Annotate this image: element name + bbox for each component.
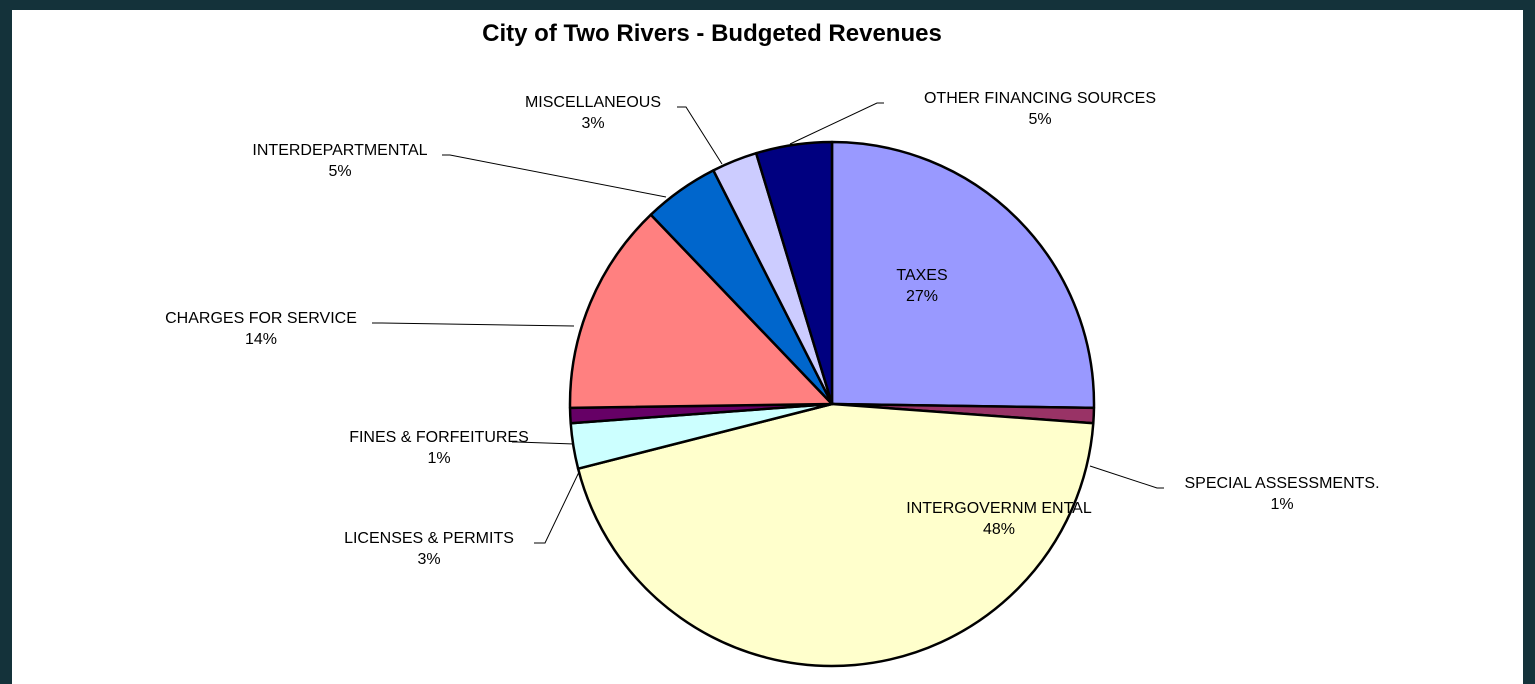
slice-percent-licenses-permits: 3% — [417, 551, 440, 568]
leader-line-charges-for-service — [372, 322, 575, 327]
slice-percent-fines-forfeitures: 1% — [427, 450, 450, 467]
slice-label-licenses-permits: LICENSES & PERMITS — [344, 530, 514, 547]
slice-percent-intergovernm-ental: 48% — [983, 521, 1015, 538]
leader-line-fines-forfeitures — [512, 441, 575, 445]
slice-percent-other-financing-sources: 5% — [1028, 111, 1051, 128]
slice-label-special-assessments: SPECIAL ASSESSMENTS. — [1184, 475, 1379, 492]
slice-percent-miscellaneous: 3% — [581, 115, 604, 132]
slice-percent-interdepartmental: 5% — [328, 163, 351, 180]
pie-slice-other-financing-sources — [754, 140, 834, 406]
pie-chart: TAXES 27% SPECIAL ASSESSMENTS. 1% INTERGOVER… — [165, 90, 1380, 668]
slice-percent-charges-for-service: 14% — [245, 331, 277, 348]
slice-label-interdepartmental: INTERDEPARTMENTAL — [252, 142, 427, 159]
leader-line-miscellaneous — [677, 106, 723, 165]
slice-percent-taxes: 27% — [906, 288, 938, 305]
pie-slice-taxes — [830, 140, 1096, 410]
chart-title: City of Two Rivers - Budgeted Revenues — [482, 20, 942, 47]
slice-percent-special-assessments: 1% — [1270, 496, 1293, 513]
slice-label-intergovernm-ental: INTERGOVERNM ENTAL — [906, 500, 1092, 517]
leader-line-other-financing-sources — [789, 102, 884, 145]
leader-line-interdepartmental — [442, 154, 667, 198]
slice-label-taxes: TAXES — [896, 267, 947, 284]
slice-label-charges-for-service: CHARGES FOR SERVICE — [165, 310, 357, 327]
slice-label-fines-forfeitures: FINES & FORFEITURES — [349, 429, 529, 446]
pie-slice-charges-for-service — [568, 213, 834, 410]
pie-slice-intergovernm-ental — [576, 402, 1095, 668]
slice-label-miscellaneous: MISCELLANEOUS — [525, 94, 661, 111]
slice-label-other-financing-sources: OTHER FINANCING SOURCES — [924, 90, 1156, 107]
leader-line-special-assessments — [1089, 465, 1164, 489]
chart-frame: City of Two Rivers - Budgeted Revenues T… — [12, 10, 1523, 684]
leader-line-licenses-permits — [534, 471, 580, 544]
